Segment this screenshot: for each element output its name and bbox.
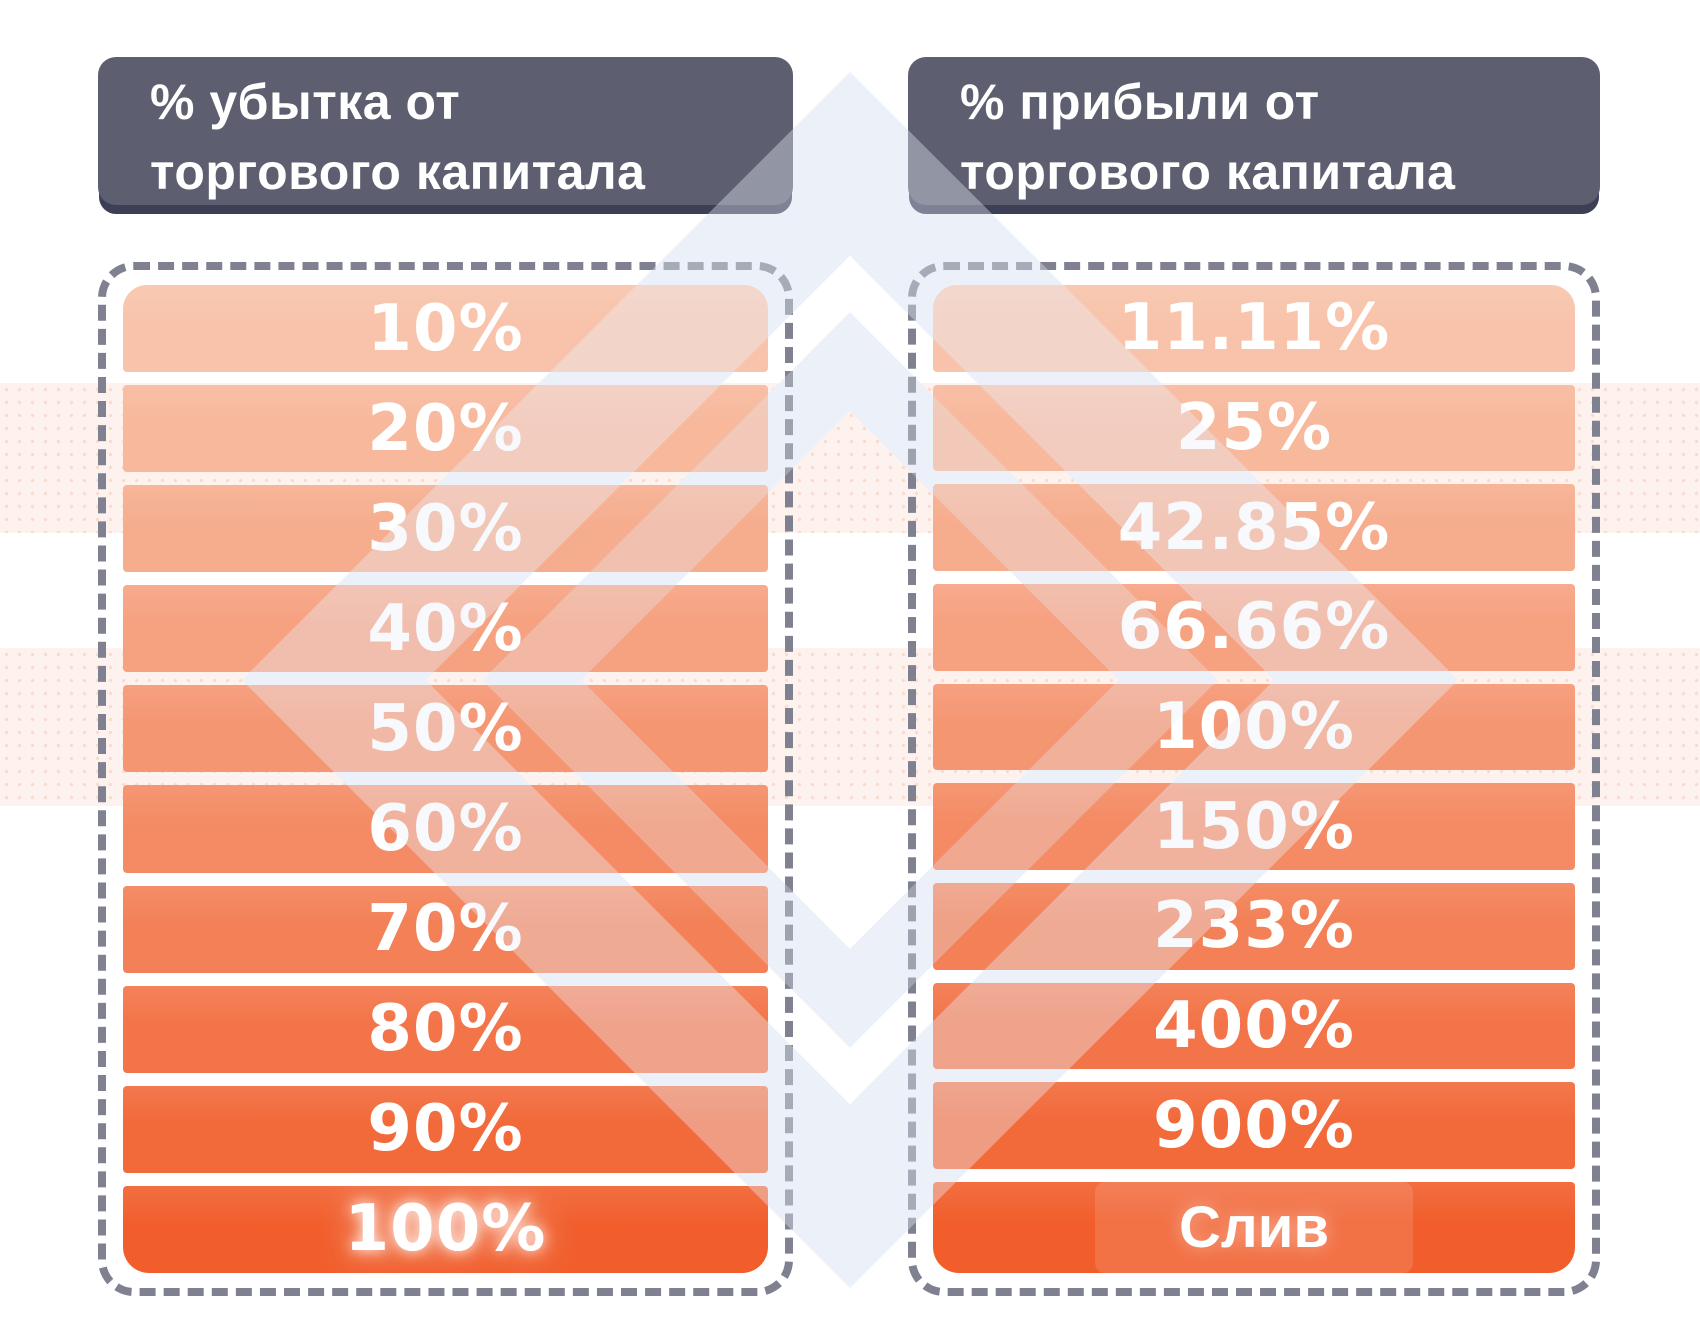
table-row: 400% [933, 982, 1575, 1070]
table-row: 150% [933, 783, 1575, 871]
row-label: 80% [367, 992, 524, 1067]
row-label: 20% [367, 391, 524, 466]
table-row: 40% [123, 585, 768, 673]
row-label: 70% [367, 892, 524, 967]
row-label: 400% [1153, 989, 1355, 1064]
row-label: 42.85% [1117, 490, 1391, 565]
table-row: 80% [123, 985, 768, 1073]
table-row: 66.66% [933, 584, 1575, 671]
row-label: 100% [1153, 690, 1355, 765]
table-row: 20% [123, 385, 768, 473]
row-label: 150% [1153, 789, 1355, 864]
loss-column: 10% 20% 30% 40% 50% 60% 70% 80% 90% 100% [98, 262, 793, 1296]
table-row: 42.85% [933, 484, 1575, 572]
row-label: 60% [367, 792, 524, 867]
table-row: 30% [123, 485, 768, 573]
row-label: 25% [1175, 391, 1333, 465]
table-row: 25% [933, 384, 1575, 472]
table-row: 50% [123, 685, 768, 773]
table-row: 70% [123, 885, 768, 973]
profit-header-line2: торгового капитала [960, 144, 1456, 200]
loss-header-line2: торгового капитала [150, 144, 646, 200]
profit-column-header: % прибыли от торгового капитала [908, 57, 1600, 205]
row-label: 66.66% [1117, 590, 1391, 665]
table-row: 100% [933, 683, 1575, 771]
row-label: 233% [1153, 889, 1355, 964]
table-row: 10% [123, 285, 768, 373]
row-label: 100% [344, 1192, 547, 1267]
row-label: 50% [367, 691, 524, 766]
row-label: 90% [367, 1092, 524, 1167]
table-row: 90% [123, 1085, 768, 1173]
row-label: 900% [1153, 1088, 1355, 1163]
table-row: 11.11% [933, 285, 1575, 372]
table-row: 60% [123, 785, 768, 873]
table-row: 900% [933, 1082, 1575, 1170]
row-label: Слив [1094, 1182, 1414, 1274]
table-row: 100% [123, 1185, 768, 1273]
profit-column: 11.11% 25% 42.85% 66.66% 100% 150% 233% 400% 900… [908, 262, 1600, 1296]
profit-header-line1: % прибыли от [960, 74, 1320, 130]
row-label: 10% [367, 291, 524, 366]
loss-header-line1: % убытка от [150, 74, 461, 130]
table-row: 233% [933, 883, 1575, 970]
row-label: 11.11% [1117, 291, 1391, 366]
row-label: 40% [367, 591, 524, 666]
table-row: Слив [933, 1182, 1575, 1274]
row-label: 30% [367, 491, 524, 566]
loss-column-header: % убытка от торгового капитала [98, 57, 793, 205]
